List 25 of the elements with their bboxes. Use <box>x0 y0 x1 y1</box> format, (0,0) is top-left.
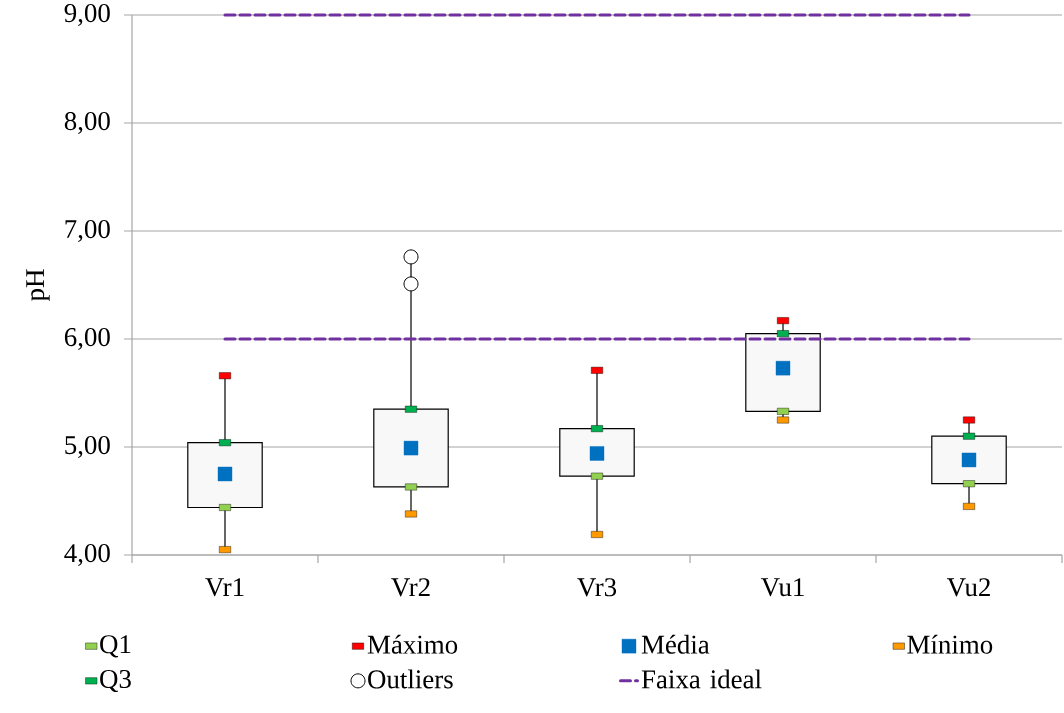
legend-label: Faixa ideal <box>641 669 762 689</box>
y-tick-label: 9,00 <box>64 3 110 27</box>
y-axis-title: pH <box>26 269 50 301</box>
point <box>403 440 419 456</box>
x-tick-label: Vu2 <box>946 578 990 597</box>
x-tick-label: Vr2 <box>391 578 430 597</box>
legend-label: Média <box>641 634 710 654</box>
point <box>217 466 233 482</box>
legend-label: Mínimo <box>907 634 993 654</box>
y-tick-label: 5,00 <box>65 435 110 459</box>
y-tick-label: 4,00 <box>64 543 110 567</box>
y-tick-label: 7,00 <box>65 219 110 243</box>
legend-label: Q1 <box>100 635 131 658</box>
point <box>775 360 791 376</box>
y-tick-label: 6,00 <box>64 327 110 351</box>
point <box>589 446 605 461</box>
x-tick-label: Vu1 <box>760 578 804 597</box>
x-tick-label: Vr1 <box>205 578 244 597</box>
legend-label: Q3 <box>100 669 131 693</box>
point <box>403 249 419 265</box>
legend-label: Máximo <box>367 634 458 654</box>
x-tick-label: Vr3 <box>577 578 617 597</box>
point <box>961 452 977 468</box>
y-tick-label: 8,00 <box>64 111 110 135</box>
legend-label: Outliers <box>368 669 453 689</box>
